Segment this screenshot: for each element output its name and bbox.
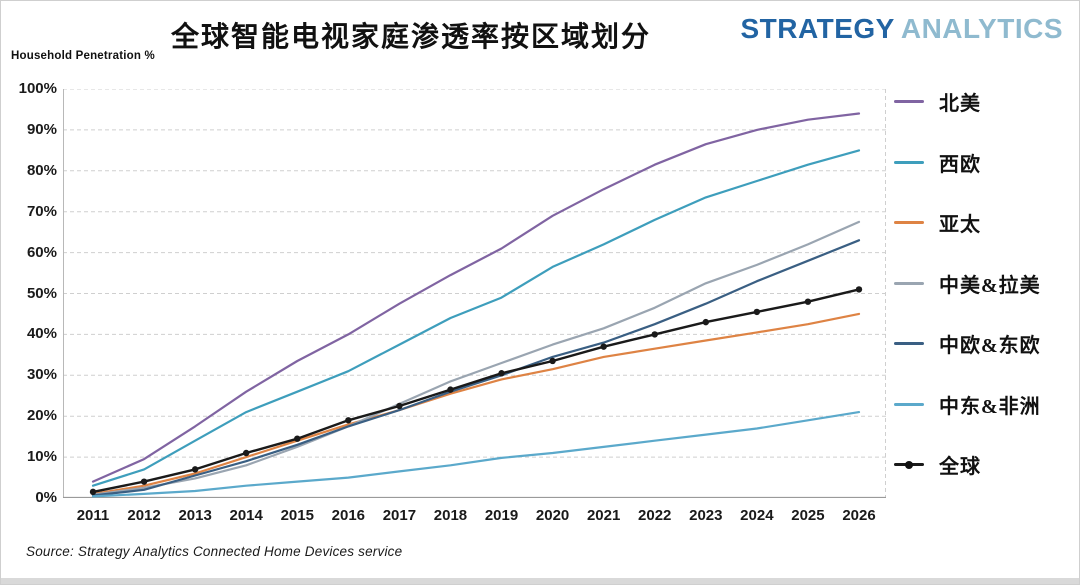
y-tick-label: 0%	[35, 489, 57, 506]
legend-label-western-europe: 西欧	[939, 153, 981, 176]
x-tick-label: 2012	[127, 507, 161, 524]
series-marker-global	[140, 478, 148, 485]
series-marker-global	[651, 331, 658, 338]
series-line-middle-east-africa	[91, 411, 861, 498]
series-marker-global	[855, 286, 863, 293]
x-tick-label: 2022	[638, 507, 672, 524]
x-tick-label: 2017	[382, 507, 417, 524]
x-tick-label: 2025	[791, 507, 825, 524]
legend-swatch-central-eastern-europe	[894, 342, 924, 345]
y-tick-label: 30%	[26, 366, 57, 384]
legend-label-middle-east-africa: 中东&非洲	[939, 395, 1041, 418]
legend-swatch-asia-pacific	[894, 221, 924, 224]
legend-item-north-america: 北美	[894, 87, 1074, 116]
x-tick-label: 2015	[280, 507, 314, 524]
legend-swatch-western-europe	[894, 160, 924, 164]
x-tick-label: 2021	[586, 507, 621, 524]
legend-marker-dot	[905, 460, 913, 469]
series-line-asia-pacific	[91, 312, 861, 495]
series-marker-global	[549, 357, 556, 365]
series-line-central-eastern-europe	[91, 239, 861, 497]
series-marker-global	[804, 298, 812, 305]
source-note: Source: Strategy Analytics Connected Hom…	[26, 544, 403, 559]
y-axis-title: Household Penetration %	[11, 50, 155, 62]
series-marker-global	[191, 466, 199, 473]
series-marker-global	[600, 343, 607, 350]
legend-swatch-global	[894, 460, 924, 469]
legend-label-north-america: 北美	[939, 93, 981, 115]
y-tick-label: 20%	[26, 407, 57, 425]
legend-label-global: 全球	[939, 456, 981, 478]
series-marker-global	[753, 308, 761, 316]
series-marker-global	[89, 488, 97, 496]
x-tick-label: 2024	[740, 507, 774, 524]
series-marker-global	[498, 370, 505, 377]
series-marker-global	[294, 435, 301, 442]
logo-word-analytics: ANALYTICS	[900, 13, 1063, 44]
x-tick-label: 2013	[178, 507, 212, 524]
x-tick-label: 2026	[842, 507, 876, 524]
legend-swatch-north-america	[894, 100, 924, 103]
series-marker-global	[396, 402, 403, 410]
chart-legend: 北美西欧亚太中美&拉美中欧&东欧中东&非洲全球	[894, 87, 1074, 479]
series-marker-global	[702, 318, 709, 326]
bottom-divider-bar	[1, 578, 1079, 584]
series-line-central-latin-america	[91, 220, 861, 496]
y-tick-label: 40%	[26, 325, 57, 343]
legend-label-central-eastern-europe: 中欧&东欧	[939, 335, 1041, 357]
legend-item-western-europe: 西欧	[894, 148, 1074, 177]
y-tick-label: 10%	[26, 448, 57, 466]
logo-word-strategy: STRATEGY	[740, 13, 895, 44]
plot-area	[63, 88, 886, 499]
line-chart	[63, 88, 886, 499]
x-tick-label: 2023	[689, 507, 723, 524]
series-line-global	[91, 288, 861, 494]
y-tick-label: 100%	[18, 80, 57, 97]
legend-item-central-eastern-europe: 中欧&东欧	[894, 329, 1074, 358]
y-tick-label: 60%	[26, 243, 57, 261]
y-tick-label: 70%	[26, 202, 57, 220]
x-tick-label: 2011	[76, 507, 110, 524]
legend-item-asia-pacific: 亚太	[894, 208, 1074, 237]
y-tick-label: 80%	[26, 161, 57, 179]
series-line-north-america	[91, 112, 861, 483]
x-tick-label: 2018	[433, 507, 468, 524]
y-tick-label: 90%	[26, 120, 57, 138]
series-marker-global	[243, 449, 250, 457]
x-tick-label: 2016	[331, 507, 366, 524]
legend-label-asia-pacific: 亚太	[939, 214, 981, 236]
page-title: 全球智能电视家庭渗透率按区域划分	[170, 22, 651, 53]
legend-label-central-latin-america: 中美&拉美	[939, 274, 1041, 297]
x-tick-label: 2020	[535, 507, 570, 524]
legend-item-central-latin-america: 中美&拉美	[894, 269, 1074, 298]
strategy-analytics-logo: STRATEGY ANALYTICS	[740, 13, 1063, 45]
legend-item-global: 全球	[894, 450, 1074, 479]
x-tick-label: 2014	[229, 507, 263, 524]
legend-item-middle-east-africa: 中东&非洲	[894, 390, 1074, 419]
x-tick-label: 2019	[484, 507, 519, 524]
legend-swatch-central-latin-america	[894, 281, 924, 285]
series-marker-global	[447, 386, 454, 393]
legend-swatch-middle-east-africa	[894, 402, 924, 406]
y-tick-label: 50%	[26, 284, 57, 302]
series-marker-global	[345, 417, 352, 424]
series-line-western-europe	[91, 149, 861, 487]
